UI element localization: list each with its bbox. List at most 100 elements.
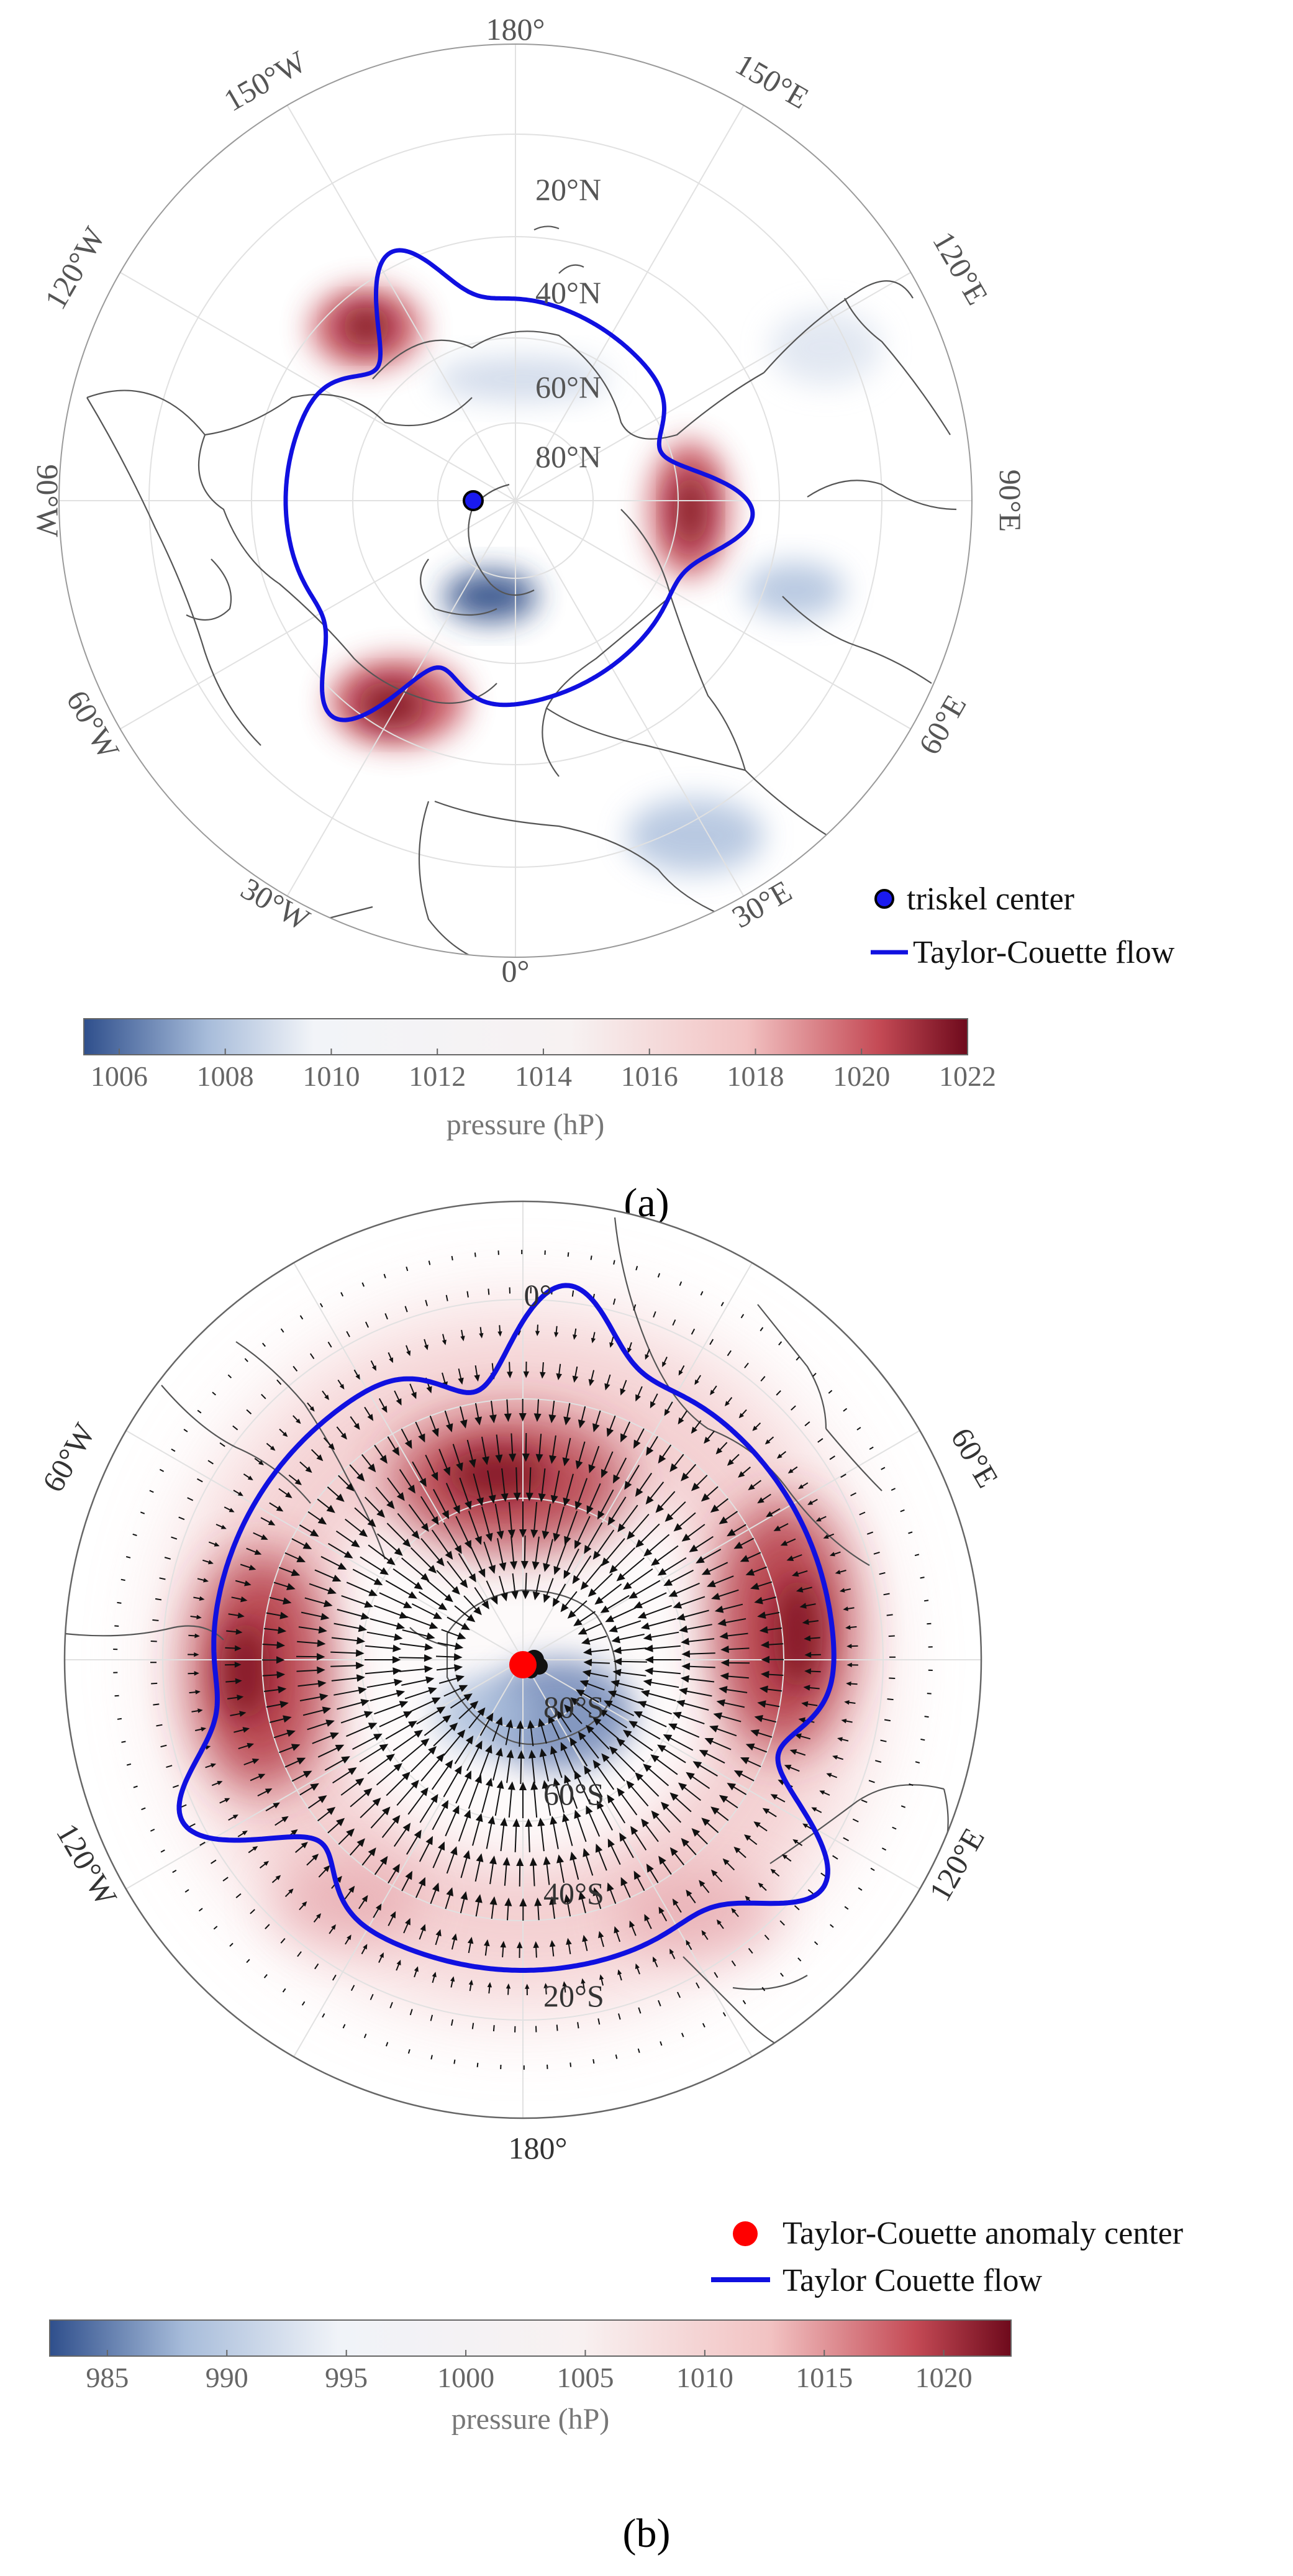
wind-arrowhead [393, 1763, 402, 1772]
wind-arrowhead [278, 1686, 287, 1694]
wind-arrowhead [653, 1956, 657, 1962]
lon-label: 90°W [30, 464, 65, 537]
wind-arrow [797, 1957, 802, 1962]
wind-arrowhead [408, 1591, 417, 1599]
map-a-disc [58, 43, 973, 958]
wind-arrowhead [211, 1763, 217, 1768]
wind-arrowhead [430, 1794, 438, 1803]
wind-arrowhead [804, 1635, 811, 1642]
wind-arrowhead [502, 1857, 510, 1866]
wind-arrowhead [745, 1895, 750, 1901]
wind-arrowhead [542, 1531, 550, 1540]
graticule-meridian [293, 1659, 524, 2057]
wind-arrowhead [291, 1568, 301, 1577]
wind-arrowhead [745, 1743, 755, 1751]
wind-arrowhead [678, 1782, 687, 1791]
wind-arrowhead [715, 1447, 723, 1455]
wind-arrowhead [386, 1754, 395, 1762]
wind-arrowhead [392, 1667, 402, 1675]
triskel-center-marker [463, 490, 484, 511]
wind-arrowhead [740, 1555, 750, 1562]
wind-arrowhead [506, 1749, 514, 1759]
colorbar-tick-label: 1008 [197, 1060, 254, 1092]
wind-arrowhead [592, 1887, 601, 1896]
wind-arrowhead [562, 1981, 567, 1987]
wind-arrowhead [530, 1529, 538, 1539]
wind-arrowhead [609, 1625, 618, 1632]
wind-arrowhead [581, 1637, 591, 1645]
wind-arrowhead [424, 1654, 433, 1662]
wind-arrowhead [787, 1468, 794, 1474]
lat-label: 20°N [535, 172, 601, 207]
wind-arrow [389, 2001, 393, 2009]
lat-label: 60°S [543, 1777, 604, 1811]
wind-arrowhead [549, 1455, 557, 1464]
wind-arrow [850, 1492, 856, 1496]
panel-a: 180° 150°E 120°E 90°E 60°E 30°E 0° 30°W … [30, 12, 1175, 1226]
wind-arrowhead [392, 1644, 402, 1652]
wind-arrowhead [658, 1454, 666, 1464]
wind-arrowhead [431, 1472, 438, 1481]
wind-arrowhead [394, 1547, 403, 1556]
wind-arrowhead [613, 1657, 622, 1665]
wind-arrowhead [586, 1505, 594, 1515]
wind-arrowhead [500, 1941, 506, 1948]
wind-arrowhead [450, 1846, 458, 1855]
wind-arrowhead [463, 1693, 473, 1701]
wind-arrowhead [268, 1519, 276, 1526]
wind-arrow [178, 1516, 185, 1521]
wind-arrowhead [355, 1662, 365, 1670]
wind-arrowhead [379, 1567, 389, 1575]
wind-arrowhead [548, 1414, 556, 1424]
wind-arrowhead [356, 1674, 365, 1682]
wind-arrow [888, 1635, 895, 1637]
wind-arrowhead [569, 1851, 578, 1861]
wind-arrowhead [576, 1689, 585, 1697]
wind-arrowhead [784, 1764, 792, 1770]
wind-arrowhead [335, 1493, 345, 1502]
wind-arrowhead [373, 1578, 383, 1586]
wind-arrowhead [701, 1930, 707, 1936]
wind-arrowhead [617, 1788, 625, 1797]
wind-arrow [180, 1804, 187, 1808]
wind-arrowhead [442, 1714, 451, 1723]
graticule-b [65, 1201, 981, 2118]
wind-arrow [567, 1252, 569, 1257]
wind-arrowhead [719, 1516, 728, 1524]
wind-arrowhead [611, 1636, 620, 1644]
wind-arrowhead [713, 1712, 723, 1720]
wind-arrowhead [581, 1978, 586, 1984]
wind-arrowhead [733, 1846, 741, 1854]
wind-arrowhead [811, 1807, 817, 1812]
wind-arrow [262, 1342, 266, 1347]
wind-arrowhead [658, 1855, 666, 1865]
wind-arrowhead [199, 1596, 205, 1601]
wind-arrow [150, 1641, 157, 1642]
wind-arrowhead [550, 1816, 558, 1825]
coastlines-a [86, 225, 957, 957]
wind-arrow [451, 2019, 453, 2026]
wind-arrowhead [525, 1492, 533, 1501]
wind-arrowhead [392, 1655, 401, 1664]
wind-arrow [342, 2024, 346, 2029]
wind-arrowhead [562, 1457, 570, 1467]
wind-arrow [370, 1993, 374, 2000]
wind-arrow [812, 1372, 817, 1377]
wind-arrowhead [478, 1568, 486, 1578]
wind-arrowhead [420, 1522, 429, 1532]
wind-arrowhead [543, 1856, 551, 1865]
wind-arrowhead [680, 1675, 689, 1683]
caption-b: (b) [623, 2511, 671, 2556]
wind-arrowhead [381, 1806, 391, 1816]
colorbar-tick-label: 1000 [437, 2362, 494, 2393]
wind-arrowhead [754, 1596, 763, 1604]
wind-arrowhead [663, 1578, 673, 1586]
wind-arrow [856, 1427, 861, 1431]
wind-arrowhead [258, 1460, 264, 1465]
wind-arrowhead [646, 1864, 654, 1873]
wind-arrowhead [552, 1598, 560, 1607]
wind-arrowhead [686, 1890, 692, 1897]
wind-arrow [346, 1331, 350, 1337]
wind-arrowhead [509, 1454, 517, 1462]
wind-arrowhead [286, 1583, 296, 1590]
